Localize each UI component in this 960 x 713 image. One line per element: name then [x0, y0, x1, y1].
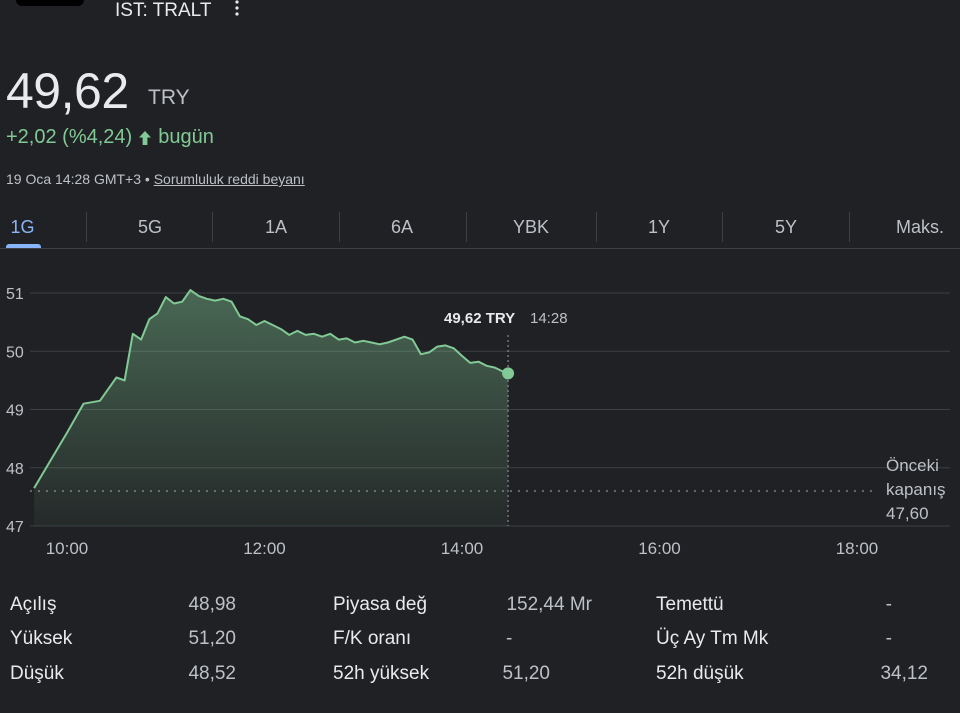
x-tick-label: 14:00 [441, 539, 484, 558]
previous-close-label: Önceki [886, 456, 939, 475]
stat-label-52w-low: 52h düşük [656, 663, 744, 684]
y-tick-label: 49 [6, 403, 24, 420]
y-tick-label: 48 [6, 461, 24, 478]
tab-divider [596, 212, 597, 242]
y-tick-label: 50 [6, 344, 24, 361]
stat-label-quarterly-revenue: Üç Ay Tm Mk [656, 628, 769, 649]
price-chart[interactable]: 47 48 49 50 51 Önceki kapanış 47,60 10:00 12:00… [0, 260, 960, 560]
stat-value-52w-low: 34,12 [880, 663, 928, 684]
tab-divider [212, 212, 213, 242]
stat-label-high: Yüksek [10, 628, 73, 649]
quote-meta: 19 Oca 14:28 GMT+3 • Sorumluluk reddi be… [6, 171, 305, 187]
stat-value-dividend: - [885, 594, 892, 615]
stat-label-52w-high: 52h yüksek [333, 663, 430, 684]
current-price: 49,62 [6, 63, 129, 119]
ticker-symbol: IST: TRALT [115, 0, 212, 21]
company-logo [16, 0, 84, 6]
tab-5y[interactable]: 5Y [774, 217, 798, 237]
price-line [33, 289, 509, 489]
previous-close-label: kapanış [886, 480, 946, 499]
tab-1a[interactable]: 1A [264, 217, 288, 237]
tab-1g[interactable]: 1G [10, 217, 35, 237]
x-tick-label: 10:00 [46, 539, 89, 558]
tab-5g[interactable]: 5G [137, 217, 162, 237]
tab-divider [339, 212, 340, 242]
price-area [34, 290, 509, 526]
stat-value-low: 48,52 [188, 663, 236, 684]
tab-ybk[interactable]: YBK [512, 217, 550, 237]
tab-divider [722, 212, 723, 242]
tab-divider [86, 212, 87, 242]
range-tabs: 1G 5G 1A 6A YBK 1Y 5Y Maks. [0, 210, 960, 244]
stat-value-market-cap: 152,44 Mr [506, 594, 592, 615]
tabs-divider [0, 248, 960, 249]
y-tick-label: 51 [6, 286, 24, 303]
price-change: +2,02 (%4,24) bugün [6, 126, 214, 149]
last-point-marker [502, 367, 515, 380]
change-suffix: bugün [158, 126, 214, 148]
tab-1y[interactable]: 1Y [647, 217, 671, 237]
arrow-up-icon [139, 130, 152, 145]
tab-divider [466, 212, 467, 242]
previous-close-label: 47,60 [886, 504, 929, 523]
stat-label-dividend: Temettü [656, 594, 724, 615]
stat-label-market-cap: Piyasa değ [333, 594, 428, 615]
stat-label-pe-ratio: F/K oranı [333, 628, 412, 649]
price-currency: TRY [148, 86, 190, 109]
stat-value-quarterly-revenue: - [885, 628, 892, 649]
stat-value-pe-ratio: - [506, 628, 513, 649]
y-tick-label: 47 [6, 519, 24, 536]
stat-label-low: Düşük [10, 663, 64, 684]
x-tick-label: 16:00 [638, 539, 681, 558]
tab-divider [849, 212, 850, 242]
stat-label-open: Açılış [10, 594, 57, 615]
tab-6a[interactable]: 6A [390, 217, 414, 237]
x-tick-label: 18:00 [836, 539, 879, 558]
x-tick-label: 12:00 [243, 539, 286, 558]
quote-timestamp: 19 Oca 14:28 GMT+3 [6, 171, 142, 187]
more-vert-icon[interactable] [230, 0, 244, 20]
tab-max[interactable]: Maks. [895, 217, 944, 237]
top-bar: IST: TRALT [0, 0, 960, 28]
tooltip-box [436, 300, 582, 334]
tooltip-price: 49,62 TRY [444, 310, 515, 327]
stat-value-52w-high: 51,20 [502, 663, 550, 684]
meta-separator: • [144, 171, 150, 187]
tooltip-time: 14:28 [530, 310, 568, 327]
disclaimer-link[interactable]: Sorumluluk reddi beyanı [153, 171, 305, 187]
stat-value-high: 51,20 [188, 628, 236, 649]
active-tab-indicator [6, 244, 41, 248]
change-value: +2,02 (%4,24) [6, 126, 133, 148]
stat-value-open: 48,98 [188, 594, 236, 615]
